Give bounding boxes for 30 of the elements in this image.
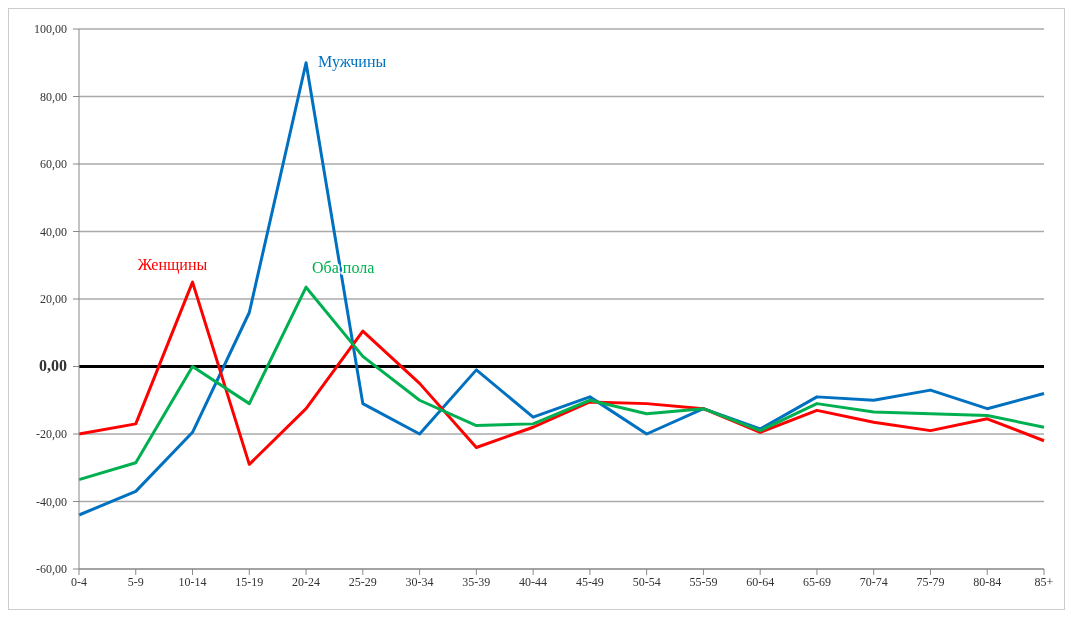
x-tick-label: 25-29 <box>348 574 377 589</box>
x-tick-label: 15-19 <box>235 574 264 589</box>
x-tick-label: 45-49 <box>575 574 604 589</box>
x-tick-label: 60-64 <box>746 574 775 589</box>
series-label: Мужчины <box>318 52 387 71</box>
y-tick-label: -40,00 <box>36 494 67 509</box>
y-tick-label: 40,00 <box>40 224 67 239</box>
x-tick-label: 35-39 <box>462 574 491 589</box>
x-tick-label: 85+ <box>1034 574 1054 589</box>
x-tick-label: 20-24 <box>292 574 321 589</box>
x-tick-label: 30-34 <box>405 574 434 589</box>
x-tick-label: 65-69 <box>802 574 831 589</box>
y-tick-label: -20,00 <box>36 427 67 441</box>
x-tick-label: 80-84 <box>973 574 1002 589</box>
x-tick-label: 70-74 <box>859 574 888 589</box>
y-tick-label: 0,00 <box>39 356 67 374</box>
y-tick-label: 60,00 <box>40 157 67 171</box>
series-label: Женщины <box>137 256 208 275</box>
x-tick-label: 75-79 <box>916 574 945 589</box>
x-tick-label: 40-44 <box>519 574 548 589</box>
x-tick-label: 10-14 <box>178 574 207 589</box>
x-tick-label: 5-9 <box>127 574 144 589</box>
y-tick-label: 20,00 <box>40 292 67 306</box>
x-tick-label: 50-54 <box>632 574 661 589</box>
x-tick-label: 55-59 <box>689 574 718 589</box>
y-tick-label: -60,00 <box>36 562 67 576</box>
x-tick-label: 0-4 <box>71 574 87 589</box>
y-tick-label: 100,00 <box>34 22 67 36</box>
series-label: Оба пола <box>312 259 375 277</box>
y-tick-label: 80,00 <box>40 89 67 104</box>
